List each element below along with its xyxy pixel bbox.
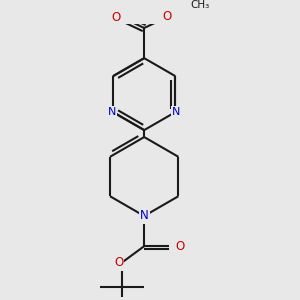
Text: N: N	[172, 107, 181, 117]
Text: O: O	[162, 10, 172, 23]
Text: N: N	[140, 209, 148, 223]
Text: O: O	[112, 11, 121, 24]
Text: CH₃: CH₃	[190, 0, 210, 10]
Text: O: O	[176, 240, 185, 253]
Text: O: O	[114, 256, 123, 269]
Text: N: N	[108, 107, 116, 117]
